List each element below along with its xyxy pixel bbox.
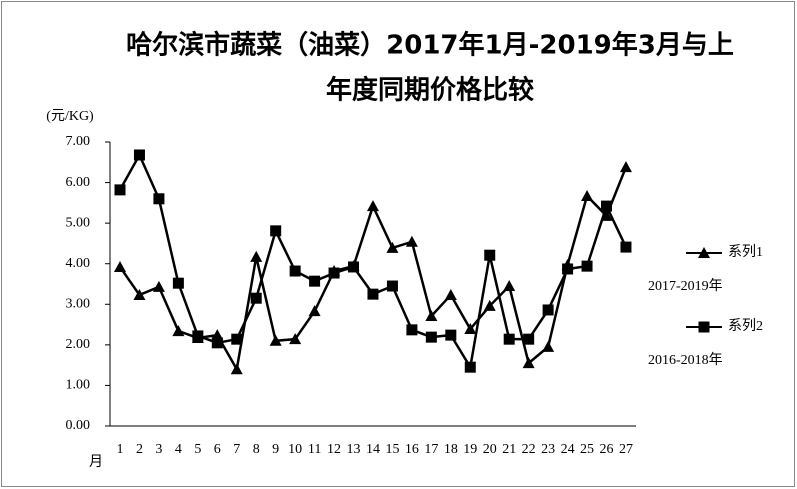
x-tick-label: 16 bbox=[405, 442, 419, 457]
chart-title: 年度同期价格比较 bbox=[326, 75, 534, 106]
y-tick-label: 1.00 bbox=[66, 378, 91, 393]
x-tick-label: 1 bbox=[117, 442, 124, 457]
point-marker bbox=[406, 324, 418, 336]
point-marker bbox=[522, 357, 535, 369]
series-note: 2016-2018年 bbox=[648, 352, 723, 368]
x-tick-label: 10 bbox=[288, 442, 302, 457]
x-tick-label: 26 bbox=[600, 442, 614, 457]
point-marker bbox=[231, 333, 243, 345]
point-marker bbox=[348, 261, 360, 273]
x-tick-label: 9 bbox=[272, 442, 279, 457]
point-marker bbox=[464, 361, 476, 373]
point-marker bbox=[562, 263, 574, 275]
point-marker bbox=[133, 288, 146, 300]
x-tick-label: 5 bbox=[194, 442, 201, 457]
point-marker bbox=[542, 304, 554, 316]
x-tick-label: 8 bbox=[253, 442, 260, 457]
point-marker bbox=[444, 288, 457, 300]
point-marker bbox=[192, 330, 204, 342]
point-marker bbox=[270, 225, 282, 237]
y-tick-label: 7.00 bbox=[66, 134, 91, 149]
x-tick-label: 20 bbox=[483, 442, 497, 457]
point-marker bbox=[445, 329, 457, 341]
x-tick-label: 17 bbox=[424, 442, 438, 457]
point-marker bbox=[523, 333, 535, 345]
legend-marker bbox=[698, 247, 710, 258]
x-tick-label: 27 bbox=[619, 442, 633, 457]
x-tick-label: 3 bbox=[155, 442, 162, 457]
y-tick-label: 3.00 bbox=[66, 297, 91, 312]
y-tick-label: 5.00 bbox=[66, 215, 91, 230]
x-tick-label: 21 bbox=[502, 442, 516, 457]
point-marker bbox=[250, 292, 262, 304]
x-tick-label: 4 bbox=[175, 442, 182, 457]
legend-label: 系列2 bbox=[728, 318, 763, 334]
x-tick-label: 24 bbox=[561, 442, 575, 457]
x-tick-label: 14 bbox=[366, 442, 380, 457]
y-tick-label: 0.00 bbox=[66, 418, 91, 433]
point-marker bbox=[308, 305, 321, 317]
point-marker bbox=[581, 189, 594, 201]
x-tick-label: 6 bbox=[214, 442, 221, 457]
point-marker bbox=[152, 280, 165, 292]
point-marker bbox=[309, 275, 321, 287]
point-marker bbox=[172, 277, 184, 289]
chart-title: 哈尔滨市蔬菜（油菜）2017年1月-2019年3月与上 bbox=[126, 30, 734, 61]
point-marker bbox=[133, 149, 145, 161]
point-marker bbox=[250, 250, 263, 262]
x-axis-label: 月 bbox=[89, 454, 103, 470]
point-marker bbox=[483, 299, 496, 311]
x-tick-label: 7 bbox=[233, 442, 240, 457]
x-tick-label: 11 bbox=[308, 442, 321, 457]
y-tick-label: 6.00 bbox=[66, 175, 91, 190]
point-marker bbox=[503, 333, 515, 345]
y-axis-label: (元/KG) bbox=[46, 109, 94, 124]
x-tick-label: 25 bbox=[580, 442, 594, 457]
point-marker bbox=[211, 337, 223, 349]
legend-marker bbox=[698, 321, 710, 333]
point-marker bbox=[114, 260, 126, 272]
y-tick-label: 2.00 bbox=[66, 337, 91, 352]
legend-label: 系列1 bbox=[728, 244, 763, 260]
series-note: 2017-2019年 bbox=[648, 278, 723, 294]
x-tick-label: 19 bbox=[463, 442, 477, 457]
point-marker bbox=[581, 260, 593, 272]
point-marker bbox=[366, 200, 379, 212]
x-tick-label: 2 bbox=[136, 442, 143, 457]
x-tick-label: 22 bbox=[522, 442, 536, 457]
y-tick-label: 4.00 bbox=[66, 256, 91, 271]
point-marker bbox=[114, 184, 126, 196]
point-marker bbox=[269, 334, 282, 346]
x-tick-label: 15 bbox=[385, 442, 399, 457]
point-marker bbox=[367, 288, 379, 300]
x-tick-label: 23 bbox=[541, 442, 555, 457]
x-tick-label: 18 bbox=[444, 442, 458, 457]
point-marker bbox=[484, 249, 496, 261]
point-marker bbox=[619, 161, 632, 173]
x-tick-label: 12 bbox=[327, 442, 341, 457]
point-marker bbox=[601, 200, 612, 212]
point-marker bbox=[425, 310, 438, 322]
point-marker bbox=[328, 267, 340, 279]
point-marker bbox=[386, 280, 398, 292]
point-marker bbox=[289, 265, 301, 277]
point-marker bbox=[405, 235, 418, 247]
point-marker bbox=[386, 241, 399, 253]
x-tick-label: 13 bbox=[347, 442, 361, 457]
point-marker bbox=[542, 340, 555, 352]
point-marker bbox=[289, 333, 302, 345]
point-marker bbox=[230, 363, 243, 375]
point-marker bbox=[425, 331, 437, 343]
point-marker bbox=[620, 241, 632, 253]
point-marker bbox=[153, 193, 165, 205]
point-marker bbox=[464, 323, 477, 335]
point-marker bbox=[503, 280, 516, 292]
point-marker bbox=[172, 325, 185, 337]
